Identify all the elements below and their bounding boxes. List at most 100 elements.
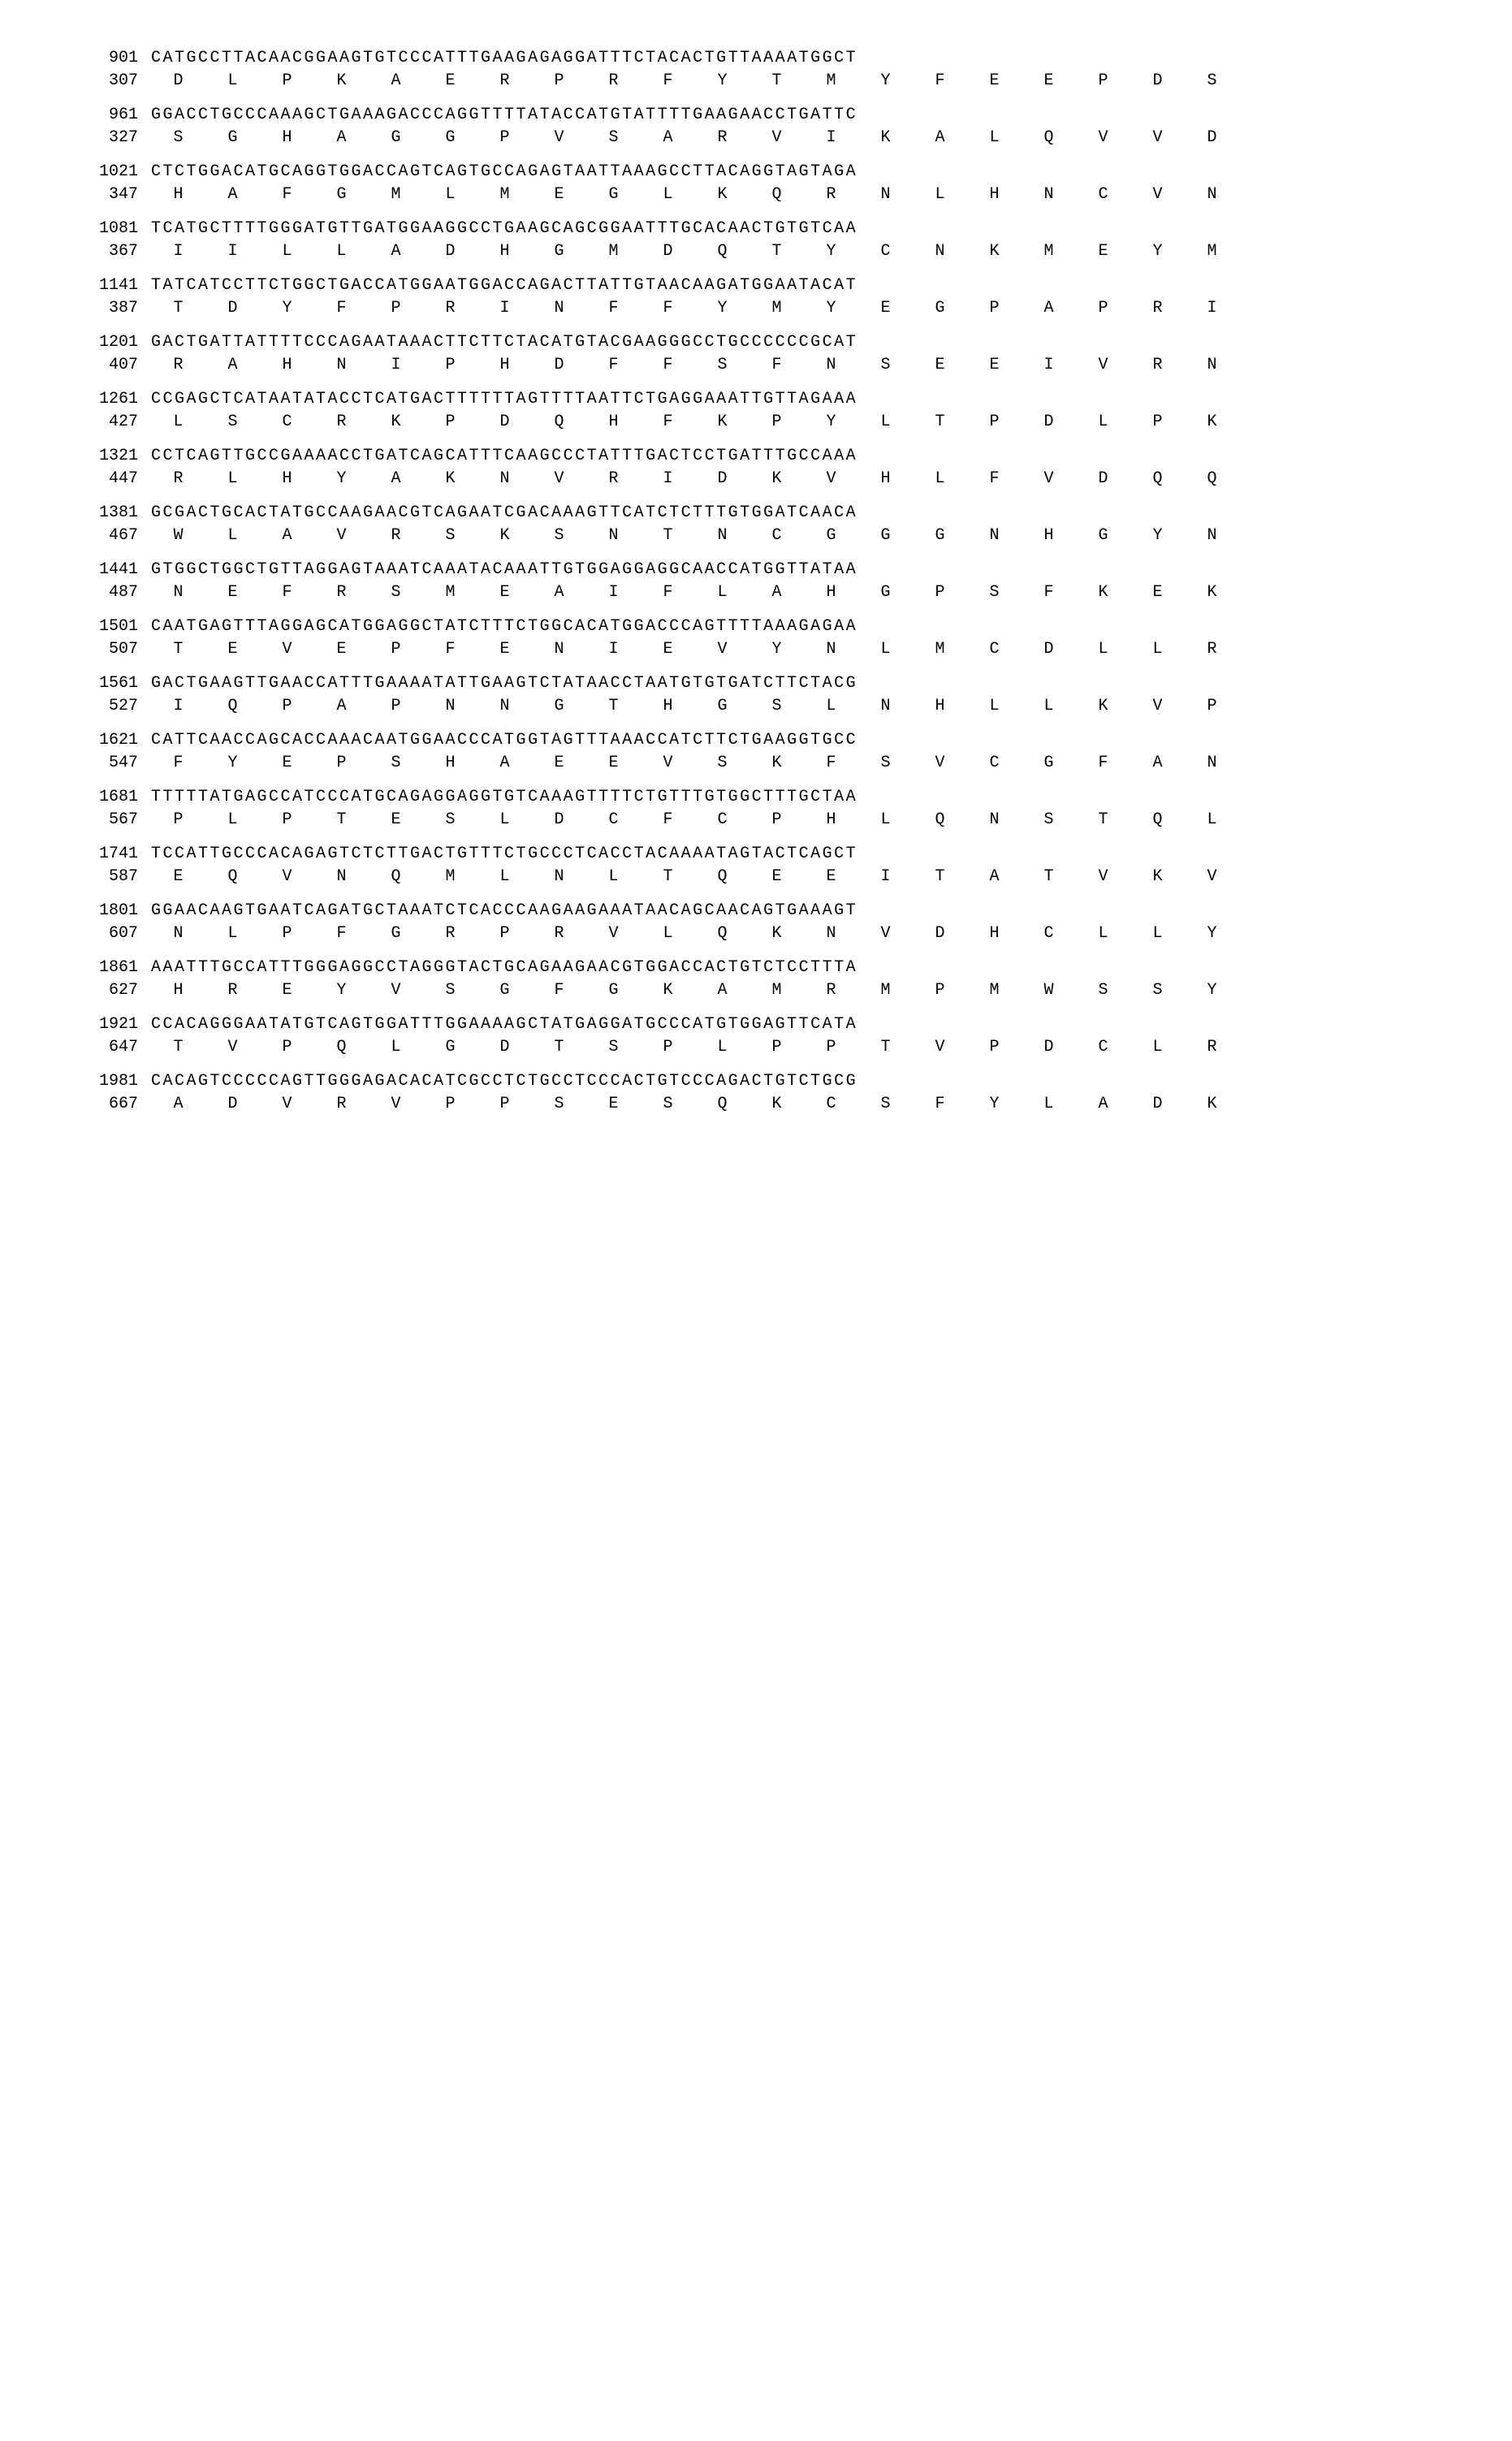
nucleotide-position: 1921 (65, 1015, 151, 1035)
nucleotide-row: 1981CACAGTCCCCCAGTTGGGAGACACATCGCCTCTGCC… (65, 1072, 1447, 1091)
aminoacid-cell: P (423, 356, 477, 375)
aminoacid-cell: R (205, 981, 260, 1000)
aminoacid-cell: F (804, 754, 858, 773)
aminoacid-cell: M (804, 71, 858, 91)
aminoacid-cell: D (1022, 640, 1076, 659)
aminoacid-cell: T (750, 242, 804, 261)
aminoacid-cell: V (750, 128, 804, 148)
sequence-row-pair: 1081TCATGCTTTTGGGATGTTGATGGAAGGCCTGAAGCA… (65, 219, 1447, 261)
aminoacid-cell: N (477, 697, 532, 716)
aminoacid-cell: F (586, 356, 641, 375)
aminoacid-row: 547FYEPSHAEEVSKFSVCGFAN (65, 754, 1447, 773)
aminoacid-position: 627 (65, 981, 151, 1000)
aminoacid-cell: T (151, 640, 205, 659)
nucleotide-sequence: CAATGAGTTTAGGAGCATGGAGGCTATCTTTCTGGCACAT… (151, 617, 858, 637)
aminoacid-cell: Q (1185, 469, 1239, 489)
aminoacid-cell: H (858, 469, 913, 489)
sequence-row-pair: 1261CCGAGCTCATAATATACCTCATGACTTTTTTAGTTT… (65, 390, 1447, 432)
aminoacid-cell: K (1185, 1095, 1239, 1114)
aminoacid-row: 667ADVRVPPSESQKCSFYLADK (65, 1095, 1447, 1114)
aminoacid-cell: A (314, 697, 369, 716)
aminoacid-cell: T (750, 71, 804, 91)
aminoacid-sequence: EQVNQMLNLTQEEITATVKV (151, 867, 1239, 887)
aminoacid-cell: C (586, 810, 641, 830)
aminoacid-cell: M (423, 867, 477, 887)
aminoacid-cell: Q (1130, 810, 1185, 830)
aminoacid-row: 447RLHYAKNVRIDKVHLFVDQQ (65, 469, 1447, 489)
aminoacid-cell: I (858, 867, 913, 887)
aminoacid-cell: P (1185, 697, 1239, 716)
sequence-row-pair: 1981CACAGTCCCCCAGTTGGGAGACACATCGCCTCTGCC… (65, 1072, 1447, 1114)
aminoacid-cell: S (586, 1038, 641, 1057)
aminoacid-cell: N (1185, 754, 1239, 773)
aminoacid-cell: K (750, 754, 804, 773)
aminoacid-cell: E (477, 640, 532, 659)
aminoacid-sequence: WLAVRSKSNTNCGGGNHGYN (151, 526, 1239, 546)
aminoacid-cell: D (913, 924, 967, 944)
nucleotide-sequence: AAATTTGCCATTTGGGAGGCCTAGGGTACTGCAGAAGAAC… (151, 958, 858, 978)
aminoacid-cell: A (913, 128, 967, 148)
aminoacid-cell: V (1076, 128, 1130, 148)
aminoacid-cell: T (586, 697, 641, 716)
aminoacid-cell: D (641, 242, 695, 261)
aminoacid-cell: K (641, 981, 695, 1000)
aminoacid-cell: C (750, 526, 804, 546)
aminoacid-cell: Y (858, 71, 913, 91)
aminoacid-cell: F (641, 356, 695, 375)
aminoacid-cell: L (641, 185, 695, 205)
aminoacid-cell: C (1076, 185, 1130, 205)
aminoacid-position: 467 (65, 526, 151, 546)
aminoacid-cell: N (532, 867, 586, 887)
aminoacid-cell: D (205, 299, 260, 318)
aminoacid-cell: R (586, 469, 641, 489)
aminoacid-row: 487NEFRSMEAIFLAHGPSFKEK (65, 583, 1447, 603)
aminoacid-cell: P (913, 981, 967, 1000)
aminoacid-cell: C (967, 754, 1022, 773)
aminoacid-cell: A (205, 185, 260, 205)
aminoacid-cell: N (1185, 185, 1239, 205)
aminoacid-cell: F (641, 71, 695, 91)
aminoacid-row: 427LSCRKPDQHFKPYLTPDLPK (65, 413, 1447, 432)
aminoacid-position: 407 (65, 356, 151, 375)
aminoacid-cell: N (804, 640, 858, 659)
aminoacid-cell: F (967, 469, 1022, 489)
aminoacid-row: 347HAFGMLMEGLKQRNLHNCVN (65, 185, 1447, 205)
aminoacid-cell: L (858, 413, 913, 432)
aminoacid-cell: H (641, 697, 695, 716)
aminoacid-cell: V (1076, 356, 1130, 375)
aminoacid-row: 567PLPTESLDCFCPHLQNSTQL (65, 810, 1447, 830)
aminoacid-cell: H (151, 185, 205, 205)
nucleotide-position: 1681 (65, 788, 151, 807)
aminoacid-cell: D (1130, 1095, 1185, 1114)
aminoacid-cell: A (1130, 754, 1185, 773)
aminoacid-cell: M (423, 583, 477, 603)
aminoacid-position: 667 (65, 1095, 151, 1114)
aminoacid-sequence: HAFGMLMEGLKQRNLHNCVN (151, 185, 1239, 205)
aminoacid-cell: E (260, 981, 314, 1000)
nucleotide-sequence: GACTGAAGTTGAACCATTTGAAAATATTGAAGTCTATAAC… (151, 674, 858, 693)
aminoacid-cell: K (423, 469, 477, 489)
aminoacid-sequence: TEVEPFENIEVYNLMCDLLR (151, 640, 1239, 659)
aminoacid-cell: E (586, 1095, 641, 1114)
nucleotide-position: 1981 (65, 1072, 151, 1091)
aminoacid-cell: C (967, 640, 1022, 659)
sequence-row-pair: 1381GCGACTGCACTATGCCAAGAACGTCAGAATCGACAA… (65, 503, 1447, 546)
aminoacid-cell: P (477, 924, 532, 944)
aminoacid-cell: K (1076, 583, 1130, 603)
aminoacid-cell: K (750, 469, 804, 489)
aminoacid-cell: N (804, 924, 858, 944)
aminoacid-cell: M (750, 981, 804, 1000)
nucleotide-sequence: CATTCAACCAGCACCAAACAATGGAACCCATGGTAGTTTA… (151, 731, 858, 750)
aminoacid-cell: I (1022, 356, 1076, 375)
aminoacid-cell: W (1022, 981, 1076, 1000)
aminoacid-cell: K (314, 71, 369, 91)
aminoacid-cell: L (1076, 640, 1130, 659)
aminoacid-cell: P (1076, 71, 1130, 91)
aminoacid-cell: S (423, 810, 477, 830)
aminoacid-cell: H (151, 981, 205, 1000)
aminoacid-cell: P (1076, 299, 1130, 318)
aminoacid-cell: R (804, 185, 858, 205)
aminoacid-cell: A (369, 71, 423, 91)
aminoacid-cell: D (477, 1038, 532, 1057)
aminoacid-cell: F (1076, 754, 1130, 773)
